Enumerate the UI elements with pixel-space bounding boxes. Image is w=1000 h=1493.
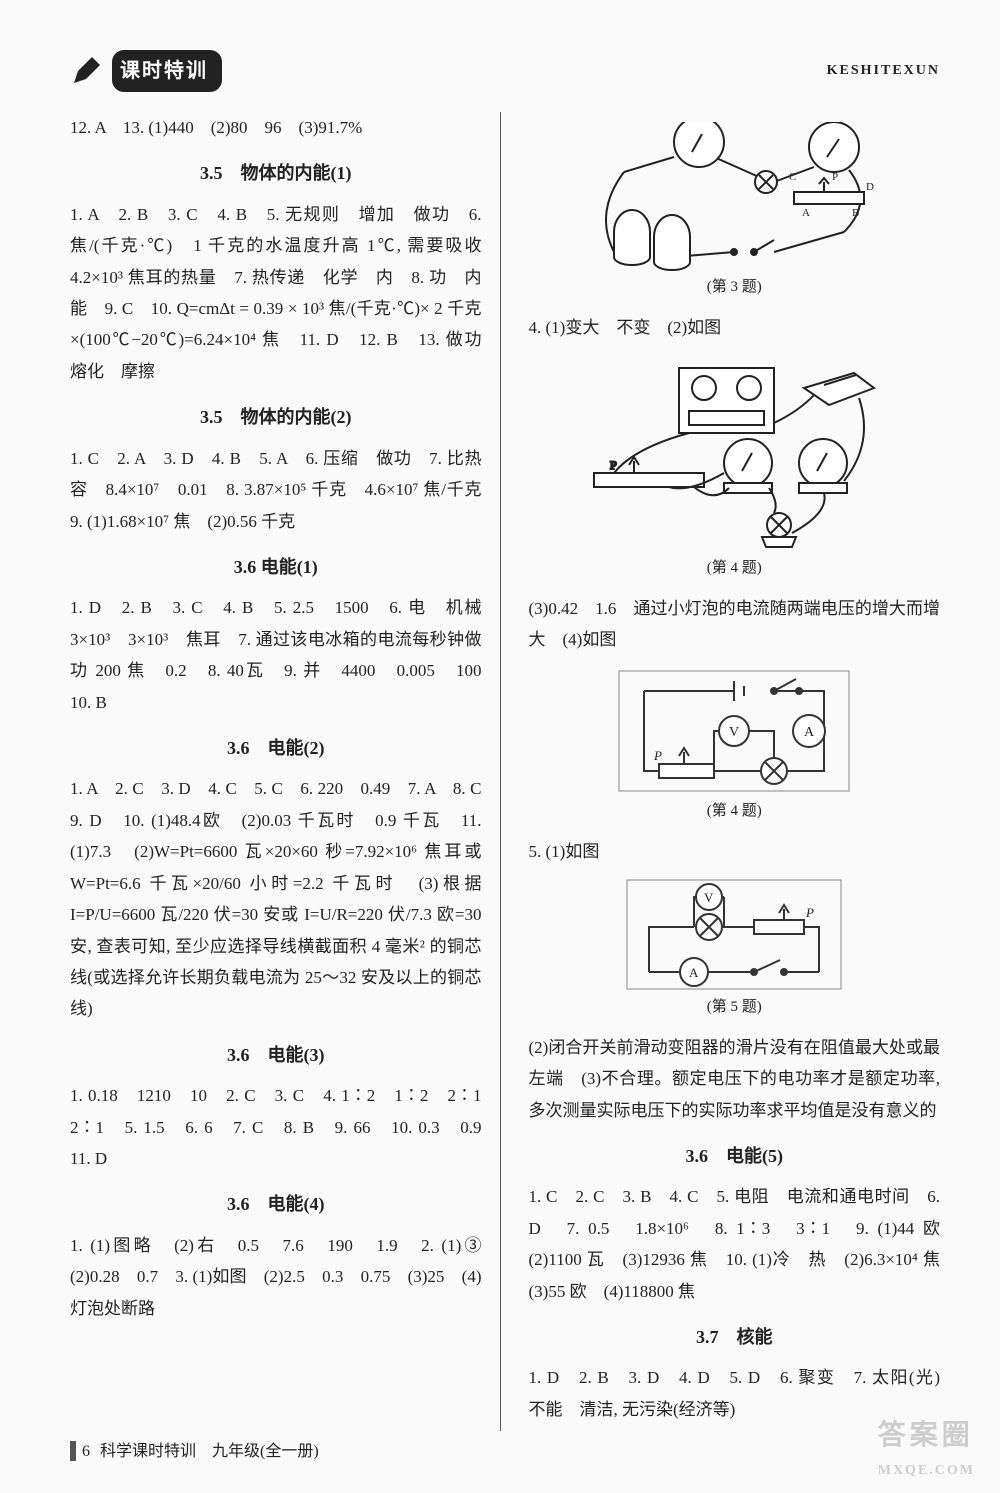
- section-body-3-6-2: 1. A 2. C 3. D 4. C 5. C 6. 220 0.49 7. …: [70, 773, 482, 1025]
- book-title: 科学课时特训 九年级(全一册): [100, 1438, 319, 1465]
- figure-5-label: (第 5 题): [529, 994, 941, 1022]
- section-body-3-5-1: 1. A 2. B 3. C 4. B 5. 无规则 增加 做功 6. 焦/(千…: [70, 199, 482, 388]
- section-body-3-6-5: 1. C 2. C 3. B 4. C 5. 电阻 电流和通电时间 6. D 7…: [529, 1181, 941, 1307]
- brand-badge: 课时特训: [112, 50, 222, 92]
- p-label-5: P: [805, 905, 814, 920]
- section-body-3-6-4: 1. (1)图略 (2)右 0.5 7.6 190 1.9 2. (1)③ (2…: [70, 1230, 482, 1324]
- voltmeter-label: V: [729, 725, 739, 740]
- right-column: C P D A B (第 3 题) 4. (1)变大 不变 (2)如图: [521, 112, 941, 1431]
- pen-icon: [70, 55, 102, 87]
- answer-5a: 5. (1)如图: [529, 836, 941, 867]
- section-title-3-6-1: 3.6 电能(1): [70, 551, 482, 584]
- page-footer: 6 科学课时特训 九年级(全一册): [70, 1438, 319, 1465]
- answer-4a: 4. (1)变大 不变 (2)如图: [529, 312, 941, 343]
- page-number: 6: [82, 1438, 90, 1465]
- section-title-3-6-4: 3.6 电能(4): [70, 1188, 482, 1221]
- ammeter-label: A: [804, 725, 815, 740]
- section-body-3-5-2: 1. C 2. A 3. D 4. B 5. A 6. 压缩 做功 7. 比热容…: [70, 443, 482, 537]
- page-header: 课时特训 KESHITEXUN: [70, 50, 940, 92]
- voltmeter-label-5: V: [704, 890, 714, 905]
- watermark: 答案圈 MXQE.COM: [878, 1412, 975, 1483]
- figure-3-label: (第 3 题): [529, 274, 941, 302]
- ammeter-label-5: A: [689, 965, 699, 980]
- left-column: 12. A 13. (1)440 (2)80 96 (3)91.7% 3.5 物…: [70, 112, 501, 1431]
- answer-4b: (3)0.42 1.6 通过小灯泡的电流随两端电压的增大而增大 (4)如图: [529, 593, 941, 656]
- section-title-3-5-1: 3.5 物体的内能(1): [70, 157, 482, 190]
- section-body-3-6-1: 1. D 2. B 3. C 4. B 5. 2.5 1500 6. 电 机械 …: [70, 592, 482, 718]
- figure-4b-label: (第 4 题): [529, 798, 941, 826]
- section-title-3-6-2: 3.6 电能(2): [70, 732, 482, 765]
- figure-3: C P D A B (第 3 题): [529, 122, 941, 302]
- answer-5b: (2)闭合开关前滑动变阻器的滑片没有在阻值最大处或最左端 (3)不合理。额定电压…: [529, 1032, 941, 1126]
- svg-text:C: C: [789, 171, 796, 183]
- circuit-diagram-5: V A P: [624, 877, 844, 992]
- figure-4a-label: (第 4 题): [529, 555, 941, 583]
- footer-bar-icon: [70, 1441, 76, 1461]
- svg-text:P: P: [832, 171, 838, 183]
- figure-4a: P: [529, 353, 941, 583]
- section-title-3-6-3: 3.6 电能(3): [70, 1039, 482, 1072]
- header-left: 课时特训: [70, 50, 222, 92]
- p-label: P: [653, 748, 662, 763]
- two-column-layout: 12. A 13. (1)440 (2)80 96 (3)91.7% 3.5 物…: [70, 112, 940, 1431]
- section-body-3-6-3: 1. 0.18 1210 10 2. C 3. C 4. 1∶2 1∶2 2∶1…: [70, 1080, 482, 1174]
- section-title-3-7: 3.7 核能: [529, 1321, 941, 1354]
- watermark-main: 答案圈: [878, 1420, 974, 1451]
- circuit-diagram-4b: V A P: [614, 666, 854, 796]
- circuit-diagram-3: C P D A B: [584, 122, 884, 272]
- watermark-sub: MXQE.COM: [878, 1459, 975, 1483]
- figure-4b: V A P (第 4 题): [529, 666, 941, 826]
- svg-text:D: D: [866, 181, 874, 193]
- svg-text:A: A: [802, 207, 810, 219]
- svg-text:B: B: [852, 207, 859, 219]
- section-title-3-6-5: 3.6 电能(5): [529, 1140, 941, 1173]
- intro-line: 12. A 13. (1)440 (2)80 96 (3)91.7%: [70, 112, 482, 143]
- circuit-diagram-4a: P: [574, 353, 894, 553]
- figure-5: V A P (第 5 题): [529, 877, 941, 1022]
- brand-pinyin: KESHITEXUN: [827, 59, 940, 83]
- section-title-3-5-2: 3.5 物体的内能(2): [70, 401, 482, 434]
